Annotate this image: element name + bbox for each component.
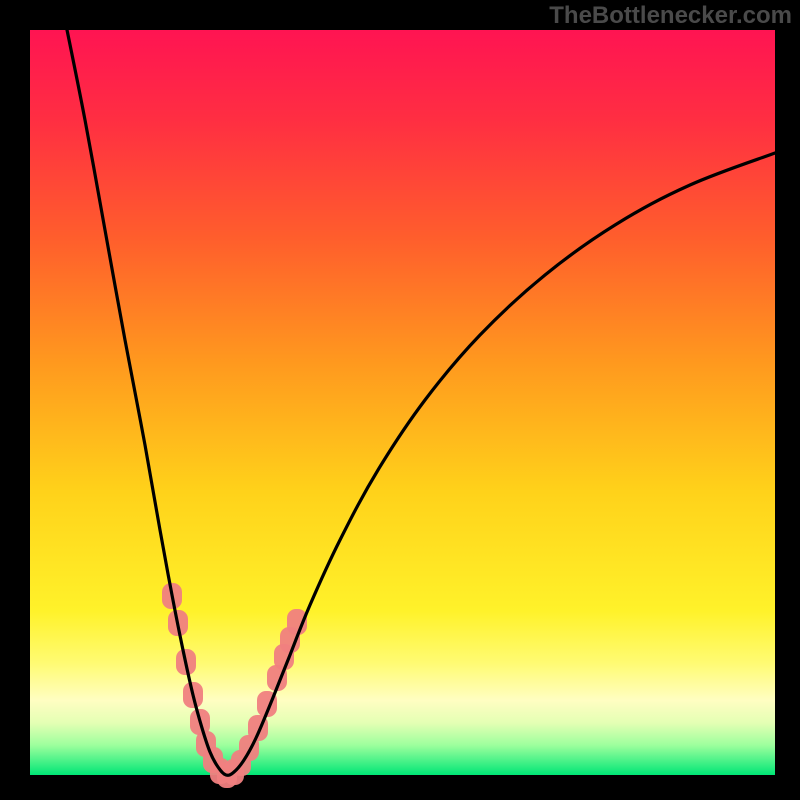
chart-container: TheBottlenecker.com (0, 0, 800, 800)
chart-svg (0, 0, 800, 800)
marker-group (162, 583, 307, 788)
bottleneck-curve (65, 20, 775, 775)
